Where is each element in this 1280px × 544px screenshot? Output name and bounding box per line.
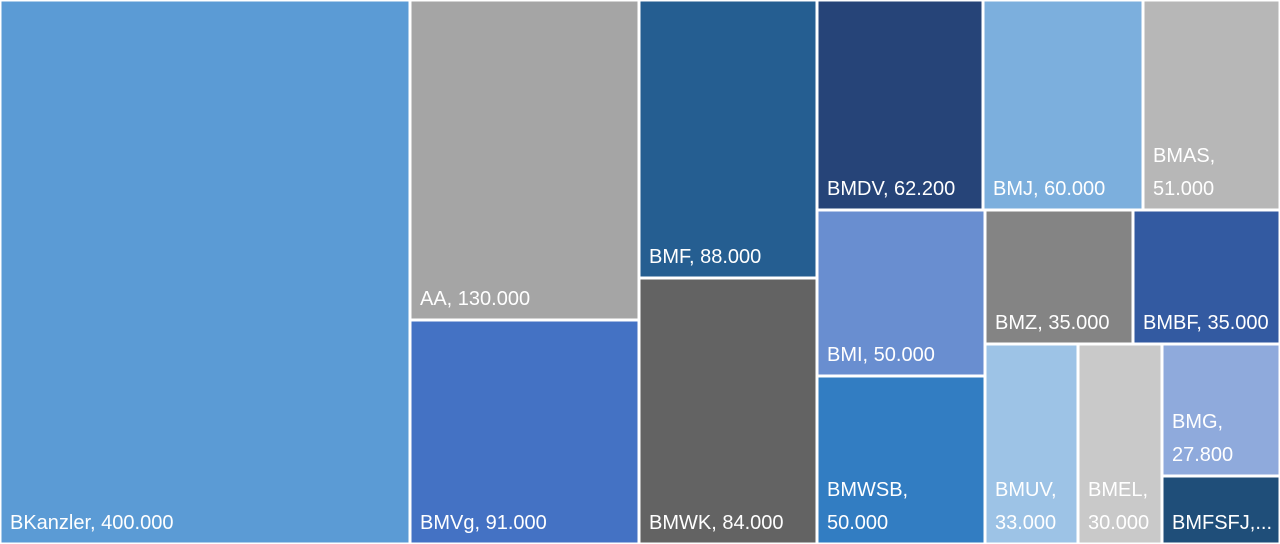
tile-bmj: BMJ, 60.000 [981, 0, 1145, 212]
tile-bmvg: BMVg, 91.000 [408, 318, 641, 544]
tile-rect-bmuv [983, 342, 1080, 544]
tile-label-bmwsb: 50.000 [827, 512, 888, 534]
tile-label-bmuv: BMUV, [995, 479, 1057, 501]
tile-label-bmas: BMAS, [1153, 145, 1215, 167]
tile-label-bmas: 51.000 [1153, 178, 1214, 200]
tile-bmwk: BMWK, 84.000 [637, 276, 819, 544]
tile-label-bmg: BMG, [1172, 411, 1223, 433]
tile-bmwsb: BMWSB, 50.000 [815, 374, 987, 544]
tile-rect-bmf [637, 0, 819, 280]
tile-rect-aa [408, 0, 641, 322]
tile-label-bmvg: BMVg, 91.000 [420, 512, 547, 534]
tile-bkanzler: BKanzler, 400.000 [0, 0, 412, 544]
tile-bmfsfj: BMFSFJ,... [1160, 474, 1280, 544]
tile-rect-bmg [1160, 342, 1280, 478]
tile-bmuv: BMUV, 33.000 [983, 342, 1080, 544]
tile-label-bmg: 27.800 [1172, 444, 1233, 466]
tile-label-bmfsfj: BMFSFJ,... [1172, 512, 1272, 534]
tile-label-bmi: BMI, 50.000 [827, 344, 935, 366]
tile-rect-bmwsb [815, 374, 987, 544]
tile-bmf: BMF, 88.000 [637, 0, 819, 280]
tile-rect-bmz [983, 208, 1135, 346]
tile-rect-bmas [1141, 0, 1280, 212]
tile-bmz: BMZ, 35.000 [983, 208, 1135, 346]
tile-label-bmel: BMEL, [1088, 479, 1148, 501]
tile-label-aa: AA, 130.000 [420, 288, 530, 310]
tile-rect-bmwk [637, 276, 819, 544]
tile-rect-bmj [981, 0, 1145, 212]
tile-label-bmdv: BMDV, 62.200 [827, 178, 955, 200]
tile-bmdv: BMDV, 62.200 [815, 0, 985, 212]
tile-rect-bmdv [815, 0, 985, 212]
tile-label-bkanzler: BKanzler, 400.000 [10, 512, 173, 534]
tile-label-bmwk: BMWK, 84.000 [649, 512, 784, 534]
tile-bmbf: BMBF, 35.000 [1131, 208, 1280, 346]
tile-bmg: BMG, 27.800 [1160, 342, 1280, 478]
tile-label-bmf: BMF, 88.000 [649, 246, 761, 268]
tile-bmas: BMAS, 51.000 [1141, 0, 1280, 212]
tile-label-bmuv: 33.000 [995, 512, 1056, 534]
tile-rect-bmi [815, 208, 987, 378]
tile-bmi: BMI, 50.000 [815, 208, 987, 378]
tile-label-bmj: BMJ, 60.000 [993, 178, 1105, 200]
tile-aa: AA, 130.000 [408, 0, 641, 322]
tile-rect-bkanzler [0, 0, 412, 544]
tile-label-bmel: 30.000 [1088, 512, 1149, 534]
tile-rect-bmel [1076, 342, 1164, 544]
tile-rect-bmvg [408, 318, 641, 544]
tile-bmel: BMEL, 30.000 [1076, 342, 1164, 544]
tile-label-bmz: BMZ, 35.000 [995, 312, 1110, 334]
tile-label-bmbf: BMBF, 35.000 [1143, 312, 1269, 334]
tile-rect-bmbf [1131, 208, 1280, 346]
tile-label-bmwsb: BMWSB, [827, 479, 908, 501]
tile-rect-bmfsfj [1160, 474, 1280, 544]
